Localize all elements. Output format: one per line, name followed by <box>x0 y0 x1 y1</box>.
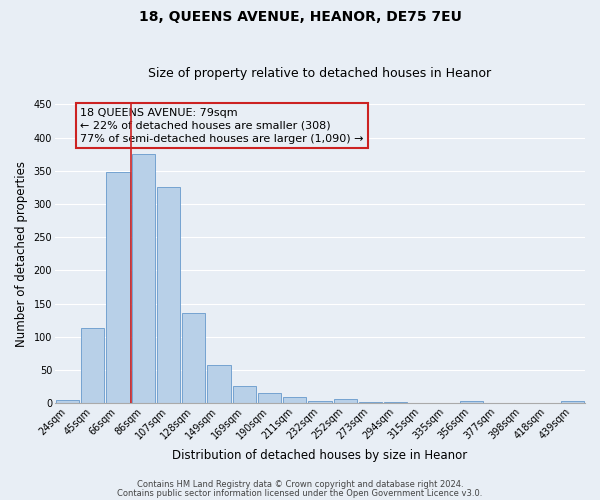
Text: 18, QUEENS AVENUE, HEANOR, DE75 7EU: 18, QUEENS AVENUE, HEANOR, DE75 7EU <box>139 10 461 24</box>
Title: Size of property relative to detached houses in Heanor: Size of property relative to detached ho… <box>148 66 491 80</box>
Bar <box>359 402 382 404</box>
Bar <box>384 402 407 404</box>
Bar <box>81 328 104 404</box>
Bar <box>460 402 483 404</box>
Text: Contains public sector information licensed under the Open Government Licence v3: Contains public sector information licen… <box>118 488 482 498</box>
Bar <box>182 313 205 404</box>
Bar <box>106 172 130 404</box>
Bar <box>308 400 332 404</box>
Y-axis label: Number of detached properties: Number of detached properties <box>15 161 28 347</box>
Bar <box>233 386 256 404</box>
Bar <box>157 188 180 404</box>
Bar <box>283 398 307 404</box>
Bar <box>131 154 155 404</box>
X-axis label: Distribution of detached houses by size in Heanor: Distribution of detached houses by size … <box>172 450 467 462</box>
Bar <box>208 366 230 404</box>
Text: Contains HM Land Registry data © Crown copyright and database right 2024.: Contains HM Land Registry data © Crown c… <box>137 480 463 489</box>
Bar <box>334 398 357 404</box>
Bar <box>56 400 79 404</box>
Bar <box>258 394 281 404</box>
Bar <box>561 402 584 404</box>
Text: 18 QUEENS AVENUE: 79sqm
← 22% of detached houses are smaller (308)
77% of semi-d: 18 QUEENS AVENUE: 79sqm ← 22% of detache… <box>80 108 364 144</box>
